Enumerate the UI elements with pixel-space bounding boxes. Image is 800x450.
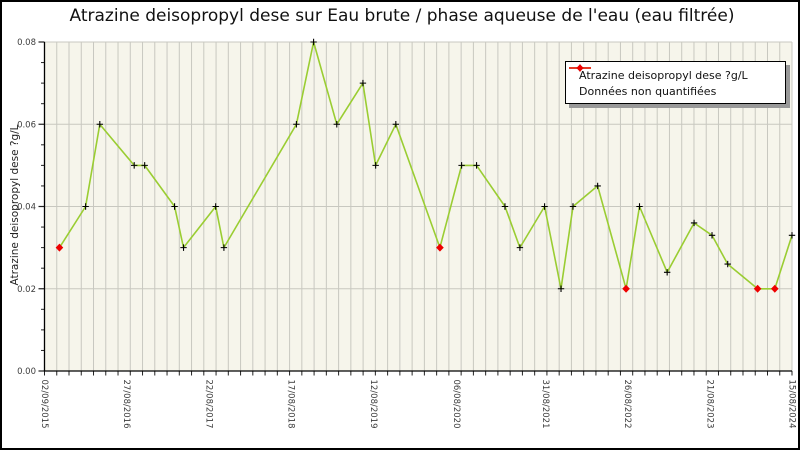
data-point-marker <box>788 232 796 239</box>
chart-title: Atrazine deisopropyl dese sur Eau brute … <box>69 6 735 26</box>
data-point-marker <box>663 269 671 276</box>
data-point-marker <box>372 162 379 169</box>
x-tick-label: 27/08/2016 <box>121 380 131 429</box>
y-tick-label: 0.06 <box>17 120 36 130</box>
data-point-marker <box>293 121 300 128</box>
data-point-marker <box>724 260 731 268</box>
data-point-marker <box>96 121 104 128</box>
data-point-marker <box>212 203 219 210</box>
legend-item-nonquantified: Données non quantifiées <box>569 64 779 99</box>
data-point-marker <box>180 244 187 251</box>
data-point-marker <box>473 162 480 169</box>
non-quantified-marker <box>55 243 64 252</box>
x-tick-label: 12/08/2019 <box>368 380 378 429</box>
data-point-marker <box>141 162 148 169</box>
y-tick-label: 0.00 <box>17 367 36 377</box>
legend-label-series: Atrazine deisopropyl dese ?g/L <box>579 68 748 82</box>
data-point-marker <box>171 203 178 210</box>
data-point-marker <box>131 162 138 169</box>
x-tick-label: 06/08/2020 <box>451 380 461 429</box>
non-quantified-marker <box>622 284 630 293</box>
data-point-marker <box>458 162 465 169</box>
data-point-marker <box>82 203 89 210</box>
x-tick-label: 26/08/2022 <box>622 380 632 429</box>
legend: Atrazine deisopropyl dese ?g/L Données n… <box>565 61 786 104</box>
non-quantified-marker <box>771 284 779 293</box>
data-point-marker <box>557 285 565 292</box>
data-point-marker <box>594 182 601 190</box>
y-tick-label: 0.08 <box>17 38 36 48</box>
x-tick-label: 17/08/2018 <box>286 380 296 429</box>
data-point-marker <box>690 219 698 227</box>
data-point-marker <box>541 203 548 210</box>
legend-label-nonquantified: Données non quantifiées <box>579 84 717 98</box>
y-tick-label: 0.02 <box>17 285 36 295</box>
x-tick-label: 31/08/2021 <box>540 380 550 429</box>
non-quantified-marker <box>753 284 762 293</box>
x-tick-label: 15/08/2024 <box>787 380 797 429</box>
data-point-marker <box>220 244 228 251</box>
y-tick-label: 0.04 <box>17 203 36 213</box>
data-point-marker <box>708 232 716 239</box>
x-tick-label: 22/08/2017 <box>203 380 213 429</box>
data-point-marker <box>636 203 643 210</box>
data-point-marker <box>310 38 317 46</box>
red-diamond-marker-icon <box>569 64 591 72</box>
non-quantified-marker <box>436 243 444 252</box>
data-point-marker <box>333 121 340 128</box>
data-point-marker <box>501 203 509 210</box>
data-point-marker <box>392 121 400 128</box>
data-point-marker <box>359 79 367 87</box>
x-tick-label: 02/09/2015 <box>39 380 49 429</box>
data-point-marker <box>569 203 577 210</box>
data-point-marker <box>516 244 524 251</box>
x-tick-label: 21/08/2023 <box>704 380 714 429</box>
legend-item-series: Atrazine deisopropyl dese ?g/L <box>569 64 779 83</box>
